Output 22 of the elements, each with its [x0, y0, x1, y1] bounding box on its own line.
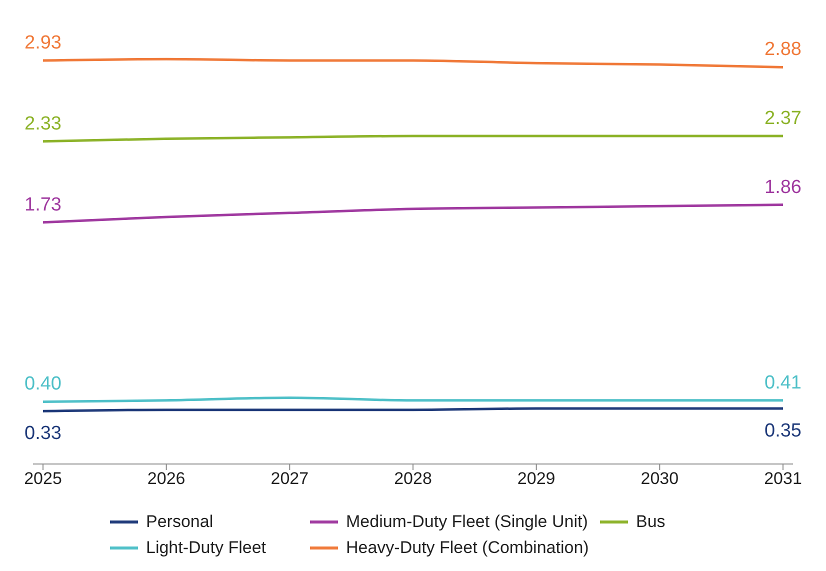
x-tick-label: 2031: [764, 469, 802, 488]
legend-label: Light-Duty Fleet: [146, 538, 266, 558]
data-label: 0.33: [24, 423, 62, 444]
x-tick-label: 2028: [394, 469, 432, 488]
data-label: 0.41: [764, 372, 802, 394]
data-label: 2.93: [24, 32, 62, 54]
x-tick-label: 2030: [640, 469, 679, 488]
data-label: 2.88: [764, 39, 802, 60]
data-label: 1.86: [764, 176, 802, 198]
x-tick-label: 2029: [517, 469, 556, 488]
x-tick-label: 2026: [147, 469, 186, 488]
legend-label: Personal: [146, 512, 214, 532]
data-label: 0.35: [764, 420, 802, 442]
data-label: 2.33: [24, 113, 62, 134]
x-tick-label: 2027: [270, 469, 309, 488]
x-tick-label: 2025: [24, 469, 62, 488]
legend-label: Bus: [636, 512, 666, 532]
data-label: 1.73: [24, 194, 62, 216]
legend-label: Heavy-Duty Fleet (Combination): [346, 538, 589, 558]
data-label: 2.37: [764, 108, 802, 130]
data-label: 0.40: [24, 374, 62, 395]
legend-label: Medium-Duty Fleet (Single Unit): [346, 512, 588, 532]
